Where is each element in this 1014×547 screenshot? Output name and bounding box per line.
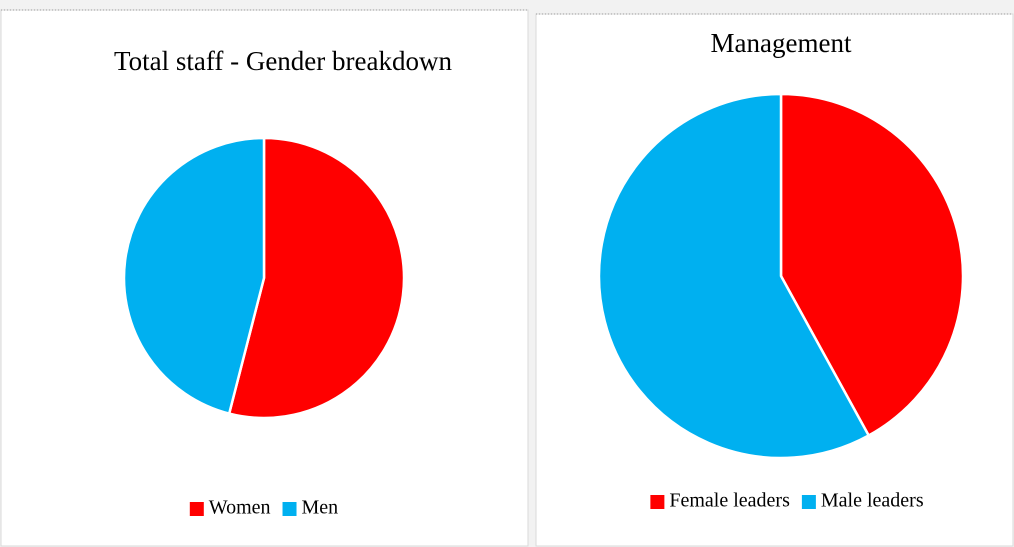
pie-slice [779, 92, 965, 438]
pie-slice [122, 136, 266, 416]
pie-slice [227, 136, 406, 420]
legend-label: Male leaders [821, 490, 924, 512]
legend-swatch [189, 502, 204, 516]
legend-swatch [650, 495, 665, 509]
legend-swatch [801, 495, 816, 509]
pie-slice [597, 92, 871, 460]
legend-label: Female leaders [669, 490, 790, 512]
legend-swatch [282, 502, 297, 516]
legend-label: Women [209, 497, 271, 519]
chart-title: Management [711, 28, 852, 58]
legend-label: Men [302, 497, 339, 519]
chart-title: Total staff - Gender breakdown [114, 46, 452, 76]
